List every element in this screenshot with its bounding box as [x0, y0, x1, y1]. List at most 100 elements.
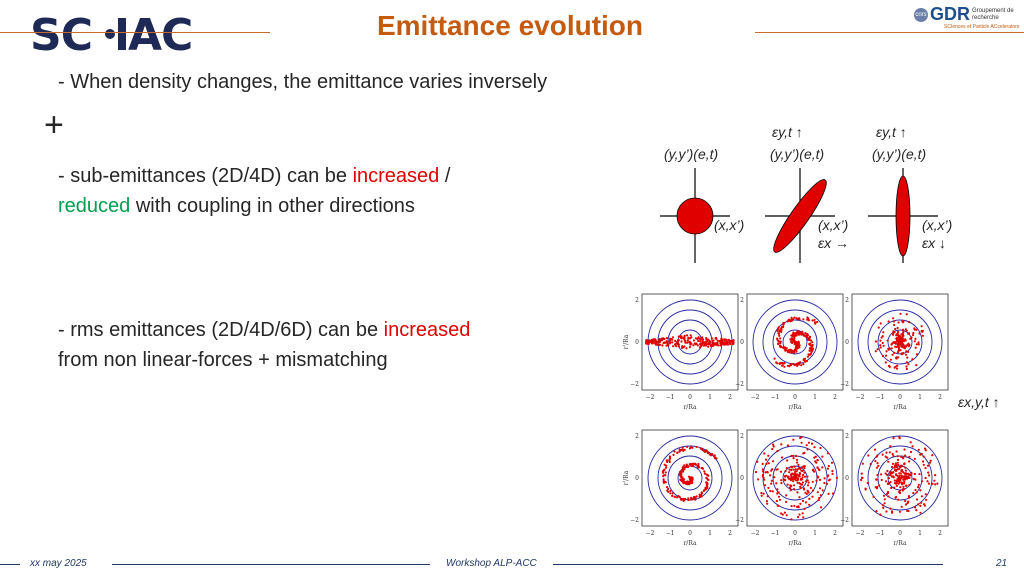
particle-dot — [884, 361, 887, 364]
yy-label: (y,y’)(e,t) — [872, 146, 927, 162]
particle-dot — [696, 344, 699, 347]
particle-dot — [782, 346, 785, 349]
particle-dot — [886, 490, 890, 494]
particle-dot — [898, 510, 901, 513]
x-tick-label: 2 — [728, 530, 732, 537]
particle-dot — [666, 341, 669, 344]
bullet-rms-emittances-2: from non linear-forces + mismatching — [58, 349, 388, 371]
particle-dot — [701, 340, 704, 344]
plot-ring — [887, 329, 913, 355]
plot-ring — [752, 299, 838, 385]
particle-dot — [787, 477, 790, 480]
particle-dot — [878, 484, 881, 487]
eps-xyt-label: εx,y,t ↑ — [958, 394, 1000, 410]
y-tick-label: 0 — [845, 339, 849, 346]
particle-dot — [901, 321, 904, 324]
particle-dot — [860, 478, 863, 482]
plot-ring — [762, 309, 828, 375]
particle-dot — [700, 493, 703, 496]
particle-dot — [728, 341, 731, 344]
particle-dot — [781, 364, 784, 367]
particle-dot — [789, 477, 793, 480]
particle-dot — [864, 488, 867, 491]
particle-dot — [706, 483, 709, 486]
particle-dot — [897, 476, 900, 479]
x-tick-label: 2 — [833, 394, 837, 401]
particle-dot — [911, 358, 914, 361]
particle-dot — [662, 474, 666, 477]
particle-dot — [904, 473, 907, 476]
particle-dot — [895, 367, 899, 370]
particle-dot — [763, 478, 766, 481]
reduced-word: reduced — [58, 195, 131, 217]
particle-dot — [669, 492, 672, 495]
cnrs-logo: cnrs — [914, 7, 928, 22]
particle-dot — [908, 496, 911, 499]
particle-dot — [891, 462, 895, 465]
particle-dot — [678, 496, 681, 499]
particle-dot — [799, 436, 802, 440]
particle-dot — [885, 350, 888, 353]
particle-dot — [900, 464, 903, 467]
particle-dot — [764, 484, 767, 487]
particle-dot — [790, 334, 793, 337]
particle-dot — [685, 347, 688, 350]
particle-dot — [785, 494, 788, 497]
particle-dot — [681, 346, 684, 349]
particle-dot — [683, 336, 686, 339]
particle-dot — [777, 342, 780, 345]
particle-dot — [889, 358, 892, 361]
particle-dot — [695, 342, 698, 345]
footer-page: 21 — [996, 558, 1008, 569]
particle-dot — [790, 363, 793, 366]
particle-dot — [645, 341, 648, 344]
particle-dot — [897, 321, 900, 324]
x-tick-label: −1 — [666, 394, 675, 401]
x-tick-label: −2 — [751, 394, 760, 401]
particle-dot — [796, 515, 800, 519]
particle-dot — [702, 338, 705, 341]
particle-dot — [673, 495, 676, 498]
particle-dot — [912, 477, 915, 481]
particle-dot — [874, 460, 877, 463]
particle-dot — [767, 486, 770, 489]
particle-dot — [663, 463, 666, 466]
particle-dot — [920, 501, 923, 504]
particle-dot — [831, 469, 834, 473]
header-rule-left — [0, 32, 270, 33]
particle-dot — [905, 477, 909, 480]
particle-dot — [872, 495, 875, 498]
particle-dot — [766, 502, 769, 505]
particle-dot — [801, 481, 804, 484]
particle-dot — [792, 335, 795, 338]
particle-dot — [713, 457, 717, 460]
particle-dot — [911, 445, 914, 448]
particle-dot — [924, 493, 927, 496]
particle-dot — [671, 336, 675, 339]
particle-dot — [778, 329, 782, 332]
particle-dot — [877, 464, 880, 467]
particle-dot — [811, 341, 814, 344]
svg-text:AC: AC — [128, 10, 192, 58]
svg-text:SC: SC — [30, 10, 92, 58]
particle-dot — [761, 468, 764, 471]
particle-dot — [693, 462, 696, 465]
particle-dot — [827, 492, 830, 495]
x-tick-label: 1 — [918, 394, 922, 401]
particle-dot — [898, 472, 901, 475]
particle-dot — [894, 496, 897, 499]
particle-dot — [677, 339, 680, 342]
particle-dot — [908, 483, 911, 487]
particle-dot — [665, 486, 669, 489]
particle-dot — [679, 498, 682, 501]
particle-dot — [764, 471, 767, 474]
particle-dot — [675, 341, 678, 344]
particle-dot — [874, 340, 877, 343]
particle-dot — [667, 344, 670, 347]
particle-dot — [693, 342, 696, 345]
y-tick-label: 0 — [845, 475, 849, 482]
particle-dot — [662, 480, 665, 483]
particle-dot — [805, 444, 808, 447]
particle-dot — [886, 339, 889, 342]
particle-dot — [782, 323, 785, 326]
